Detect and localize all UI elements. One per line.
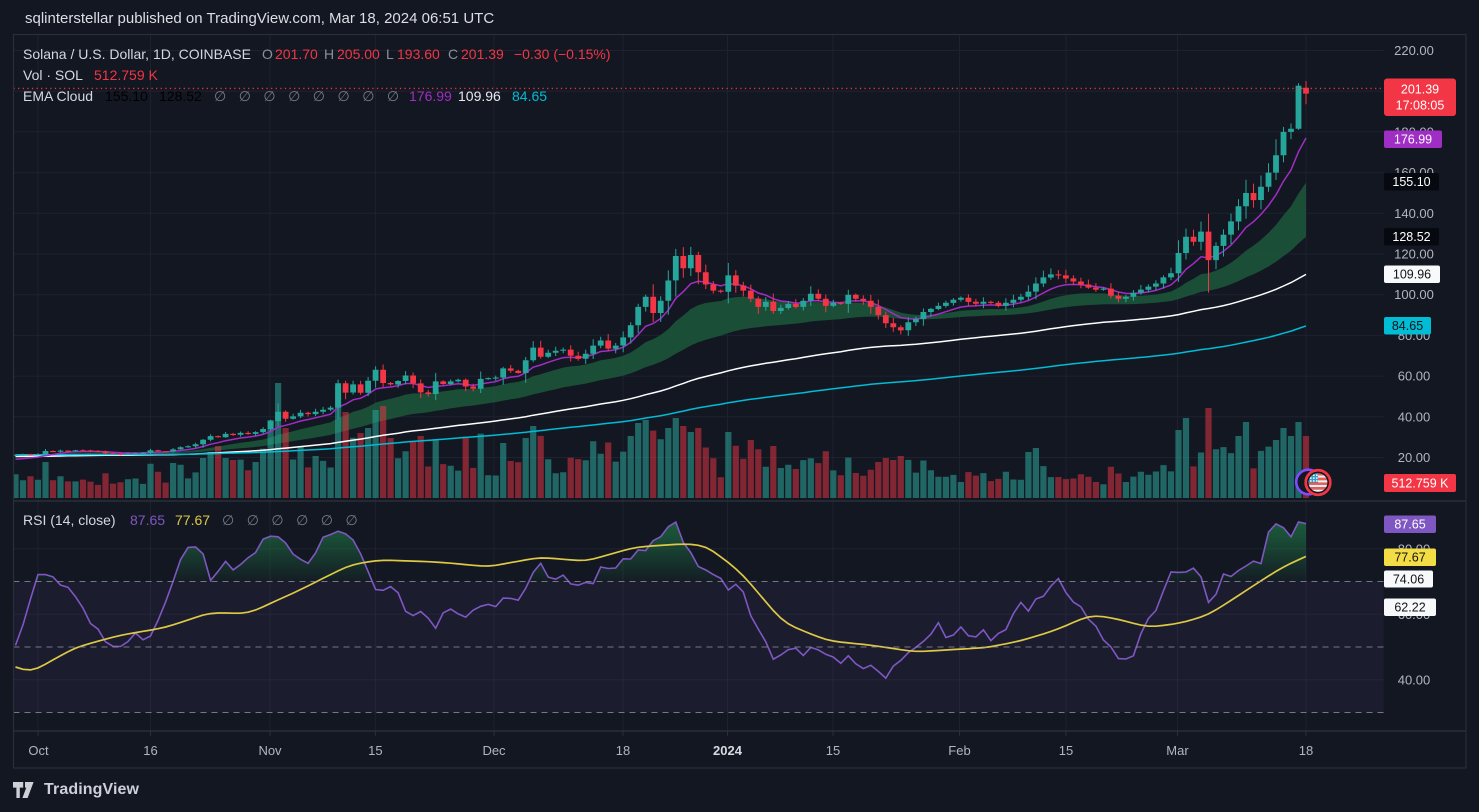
svg-text:∅: ∅ (387, 88, 399, 104)
svg-text:128.52: 128.52 (159, 88, 202, 104)
svg-text:77.67: 77.67 (1394, 551, 1425, 565)
svg-text:−0.30 (−0.15%): −0.30 (−0.15%) (514, 46, 611, 62)
svg-text:140.00: 140.00 (1394, 206, 1434, 221)
svg-text:2024: 2024 (713, 743, 743, 758)
svg-text:109.96: 109.96 (1393, 268, 1431, 282)
svg-text:40.00: 40.00 (1398, 672, 1431, 687)
svg-text:H: H (324, 46, 334, 62)
svg-text:120.00: 120.00 (1394, 247, 1434, 262)
svg-text:176.99: 176.99 (1394, 133, 1432, 147)
svg-text:Dec: Dec (482, 743, 506, 758)
svg-text:∅: ∅ (222, 512, 234, 528)
svg-text:O: O (262, 46, 273, 62)
svg-text:74.06: 74.06 (1393, 573, 1424, 587)
svg-text:60.00: 60.00 (1398, 369, 1431, 384)
svg-text:15: 15 (1059, 743, 1073, 758)
svg-text:Solana / U.S. Dollar, 1D, COIN: Solana / U.S. Dollar, 1D, COINBASE (23, 46, 251, 62)
svg-text:Vol · SOL: Vol · SOL (23, 67, 83, 83)
svg-text:∅: ∅ (321, 512, 333, 528)
svg-text:EMA Cloud: EMA Cloud (23, 88, 93, 104)
svg-text:∅: ∅ (271, 512, 283, 528)
svg-text:109.96: 109.96 (458, 88, 501, 104)
svg-text:15: 15 (368, 743, 382, 758)
svg-text:18: 18 (1299, 743, 1313, 758)
svg-text:512.759 K: 512.759 K (1392, 477, 1450, 491)
svg-text:77.67: 77.67 (175, 512, 210, 528)
svg-text:∅: ∅ (296, 512, 308, 528)
svg-text:16: 16 (143, 743, 157, 758)
svg-text:17:08:05: 17:08:05 (1396, 99, 1445, 113)
svg-text:RSI (14, close): RSI (14, close) (23, 512, 116, 528)
svg-text:18: 18 (616, 743, 630, 758)
svg-text:87.65: 87.65 (1394, 518, 1425, 532)
svg-text:∅: ∅ (239, 88, 251, 104)
svg-text:40.00: 40.00 (1398, 409, 1431, 424)
svg-text:15: 15 (826, 743, 840, 758)
svg-text:C: C (448, 46, 458, 62)
svg-text:84.65: 84.65 (1392, 319, 1423, 333)
svg-text:84.65: 84.65 (512, 88, 547, 104)
svg-text:155.10: 155.10 (105, 88, 148, 104)
svg-text:100.00: 100.00 (1394, 287, 1434, 302)
svg-text:176.99: 176.99 (409, 88, 452, 104)
svg-text:∅: ∅ (313, 88, 325, 104)
svg-text:Feb: Feb (948, 743, 970, 758)
svg-text:∅: ∅ (214, 88, 226, 104)
svg-text:∅: ∅ (338, 88, 350, 104)
svg-text:201.39: 201.39 (461, 46, 504, 62)
svg-text:L: L (386, 46, 394, 62)
svg-text:87.65: 87.65 (130, 512, 165, 528)
svg-text:Oct: Oct (28, 743, 49, 758)
svg-text:∅: ∅ (362, 88, 374, 104)
svg-text:220.00: 220.00 (1394, 43, 1434, 58)
svg-text:∅: ∅ (263, 88, 275, 104)
svg-text:20.00: 20.00 (1398, 450, 1431, 465)
svg-text:∅: ∅ (247, 512, 259, 528)
svg-text:∅: ∅ (288, 88, 300, 104)
svg-text:Mar: Mar (1166, 743, 1189, 758)
svg-text:128.52: 128.52 (1392, 230, 1430, 244)
svg-text:62.22: 62.22 (1394, 601, 1425, 615)
svg-text:205.00: 205.00 (337, 46, 380, 62)
svg-text:512.759 K: 512.759 K (94, 67, 158, 83)
svg-text:201.70: 201.70 (275, 46, 318, 62)
svg-text:201.39: 201.39 (1401, 83, 1439, 97)
svg-text:193.60: 193.60 (397, 46, 440, 62)
svg-text:155.10: 155.10 (1392, 175, 1430, 189)
svg-text:∅: ∅ (346, 512, 358, 528)
svg-text:Nov: Nov (258, 743, 282, 758)
